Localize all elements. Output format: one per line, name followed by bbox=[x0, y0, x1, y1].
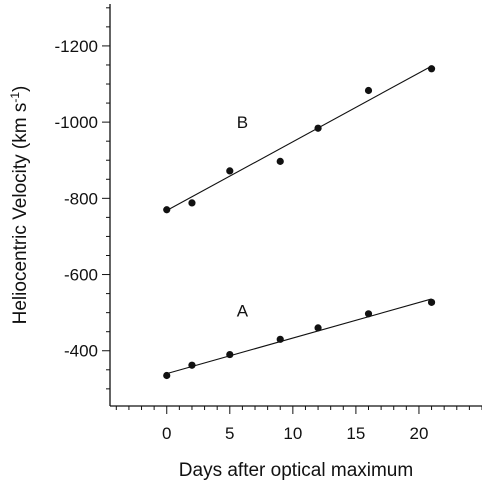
y-tick-label: -800 bbox=[64, 189, 98, 208]
x-tick-label: 15 bbox=[346, 424, 365, 443]
series-a-point bbox=[226, 350, 234, 359]
y-axis-title-close: ) bbox=[10, 86, 31, 92]
series-a-point bbox=[314, 324, 322, 332]
x-tick-label: 5 bbox=[225, 424, 234, 443]
series-b-point bbox=[163, 206, 171, 214]
plot-area: 0 5 10 15 20 -1200 -1000 -800 -600 -400 A B bbox=[55, 4, 482, 443]
y-tick-label: -1200 bbox=[55, 37, 98, 56]
x-tick-label: 10 bbox=[283, 424, 302, 443]
series-b-point bbox=[427, 65, 436, 73]
series-b-point bbox=[188, 199, 196, 207]
y-axis-title: Heliocentric Velocity (km s-1) bbox=[8, 86, 31, 325]
y-tick-label: -1000 bbox=[55, 113, 98, 132]
series-b-label: B bbox=[237, 113, 248, 132]
x-tick-label: 0 bbox=[162, 424, 171, 443]
y-tick-label: -400 bbox=[64, 342, 98, 361]
series-a-point bbox=[364, 310, 373, 318]
y-axis-title-main: Heliocentric Velocity (km s bbox=[10, 103, 31, 325]
series-b-fit-line bbox=[166, 65, 432, 212]
series-a-point bbox=[188, 361, 196, 369]
series-a-label: A bbox=[237, 301, 249, 320]
series-b-point bbox=[364, 86, 373, 95]
series-b-point bbox=[276, 157, 284, 165]
series-a-point bbox=[276, 335, 284, 343]
series-b-point bbox=[314, 124, 322, 132]
x-axis-title: Days after optical maximum bbox=[179, 460, 413, 481]
series-b-point bbox=[226, 167, 234, 175]
y-tick-label: -600 bbox=[64, 266, 98, 285]
series-a-fit-line bbox=[166, 298, 432, 375]
series-a-point bbox=[163, 371, 171, 380]
series-a-point bbox=[427, 298, 436, 306]
x-tick-label: 20 bbox=[409, 424, 428, 443]
y-axis-title-superscript: -1 bbox=[8, 92, 22, 103]
